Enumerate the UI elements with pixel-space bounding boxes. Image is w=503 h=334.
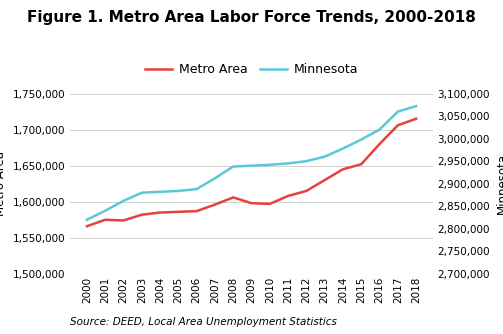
Line: Metro Area: Metro Area <box>87 119 416 226</box>
Metro Area <box>84 224 90 228</box>
Minnesota <box>340 147 346 151</box>
Minnesota <box>120 199 126 203</box>
Metro Area <box>157 210 163 214</box>
Minnesota <box>395 110 401 114</box>
Minnesota <box>157 190 163 194</box>
Minnesota <box>139 191 145 195</box>
Metro Area <box>212 203 218 207</box>
Metro Area <box>303 189 309 193</box>
Minnesota <box>285 161 291 165</box>
Text: Source: DEED, Local Area Unemployment Statistics: Source: DEED, Local Area Unemployment St… <box>70 317 338 327</box>
Minnesota <box>212 176 218 180</box>
Minnesota <box>194 187 200 191</box>
Minnesota <box>303 159 309 163</box>
Metro Area <box>120 218 126 222</box>
Metro Area <box>321 178 327 182</box>
Metro Area <box>102 218 108 222</box>
Line: Minnesota: Minnesota <box>87 106 416 220</box>
Metro Area <box>285 194 291 198</box>
Metro Area <box>230 195 236 199</box>
Minnesota <box>413 104 419 108</box>
Minnesota <box>377 128 383 132</box>
Minnesota <box>230 165 236 169</box>
Metro Area <box>340 167 346 171</box>
Y-axis label: Metro Area: Metro Area <box>0 151 8 216</box>
Minnesota <box>358 138 364 142</box>
Metro Area <box>267 202 273 206</box>
Minnesota <box>321 155 327 159</box>
Minnesota <box>102 209 108 213</box>
Minnesota <box>267 163 273 167</box>
Legend: Metro Area, Minnesota: Metro Area, Minnesota <box>140 58 363 81</box>
Minnesota <box>84 218 90 222</box>
Metro Area <box>139 213 145 217</box>
Text: Figure 1. Metro Area Labor Force Trends, 2000-2018: Figure 1. Metro Area Labor Force Trends,… <box>27 10 476 25</box>
Metro Area <box>358 162 364 166</box>
Metro Area <box>176 210 182 214</box>
Metro Area <box>248 201 255 205</box>
Minnesota <box>248 164 255 168</box>
Metro Area <box>194 209 200 213</box>
Minnesota <box>176 189 182 193</box>
Metro Area <box>413 117 419 121</box>
Metro Area <box>377 142 383 146</box>
Y-axis label: Minnesota: Minnesota <box>495 153 503 214</box>
Metro Area <box>395 123 401 127</box>
